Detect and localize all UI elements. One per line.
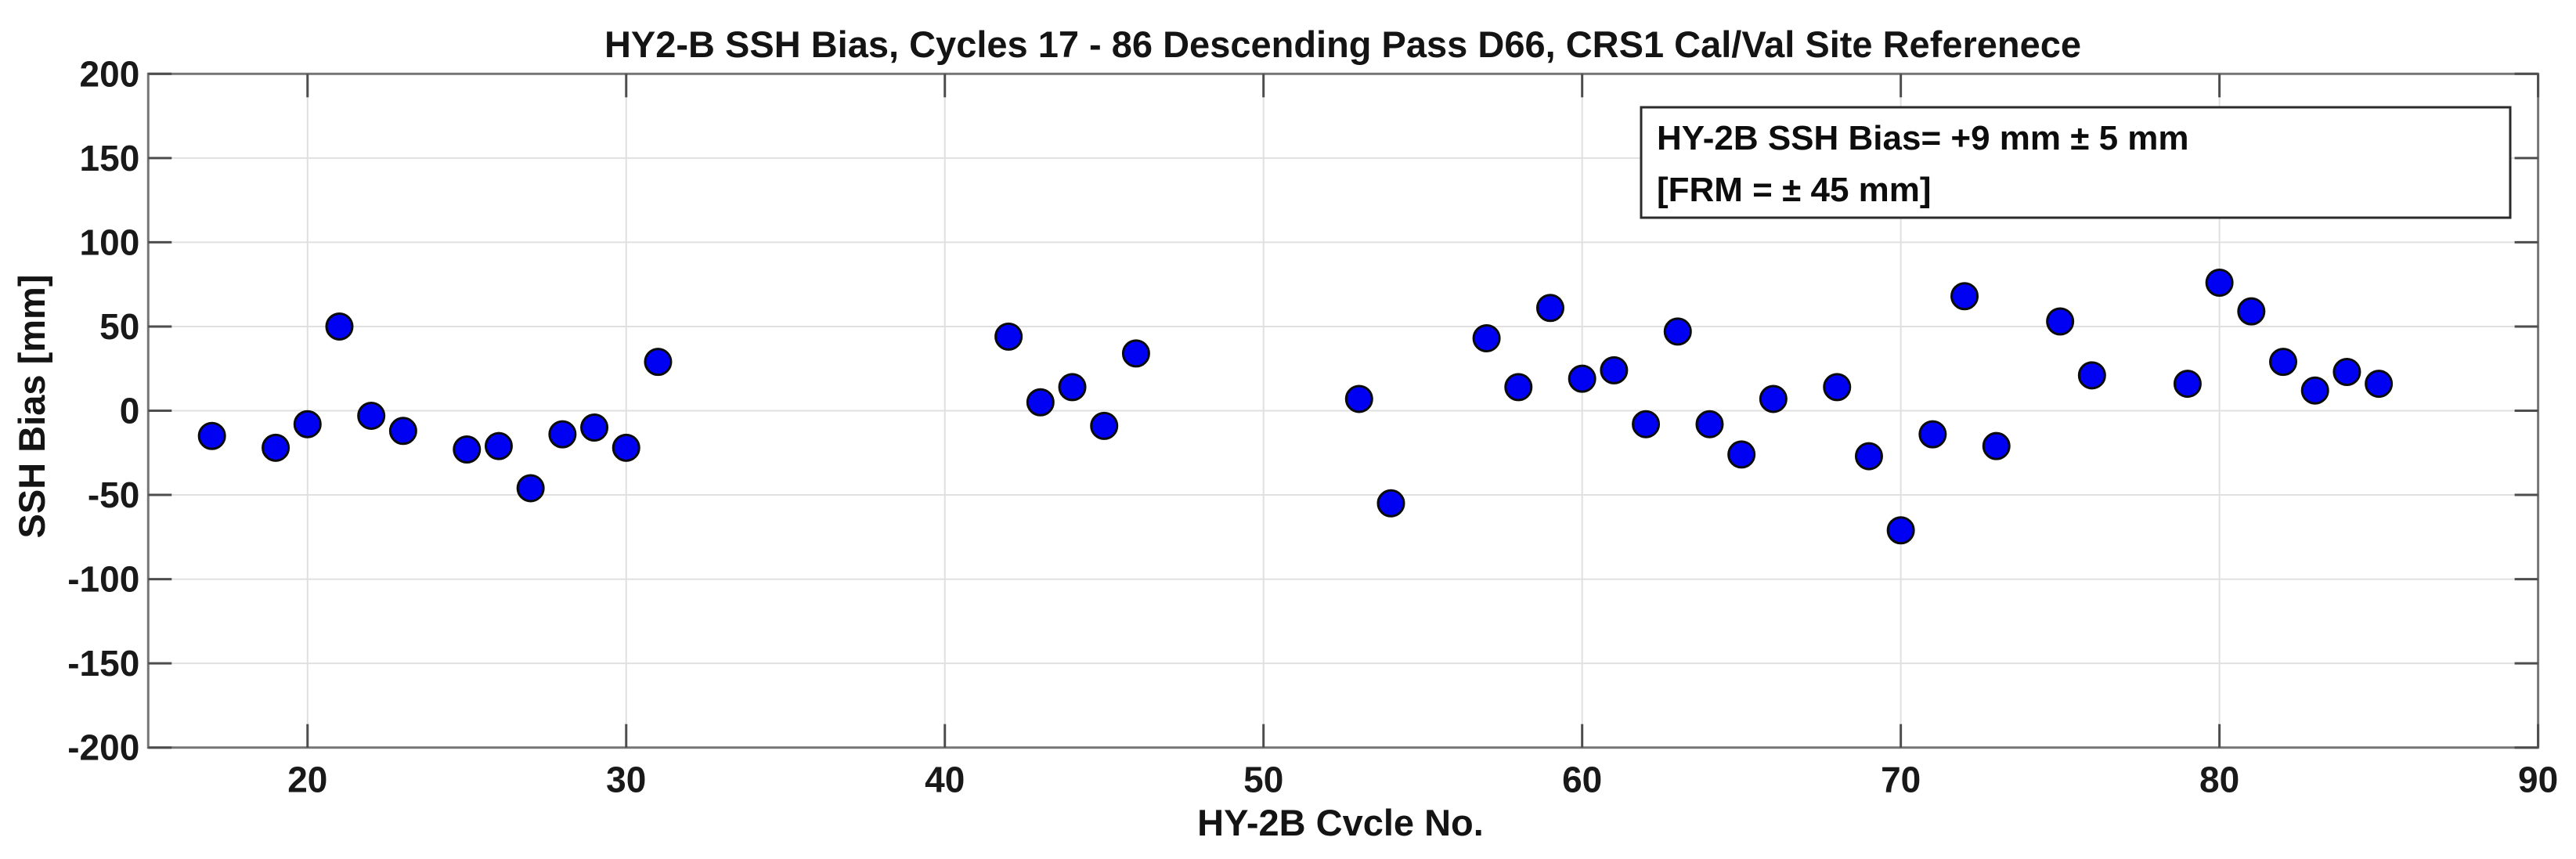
stats-annotation-box: HY-2B SSH Bias= +9 mm ± 5 mm [FRM = ± 45… — [1640, 106, 2512, 219]
y-tick-label: 50 — [99, 306, 139, 347]
data-point — [1121, 339, 1150, 368]
data-point — [1823, 373, 1852, 402]
data-point — [453, 435, 482, 464]
data-point — [1727, 440, 1756, 469]
data-point — [2332, 358, 2361, 387]
data-point — [1504, 373, 1533, 402]
data-point — [1026, 388, 1055, 417]
x-tick-label: 40 — [925, 760, 965, 800]
data-point — [994, 322, 1023, 351]
data-point — [1886, 516, 1915, 545]
annotation-line-2: [FRM = ± 45 mm] — [1657, 171, 1932, 209]
x-tick-label: 30 — [606, 760, 646, 800]
data-point — [1950, 282, 1979, 311]
y-axis-label: SSH Bias [mm] — [11, 275, 52, 539]
data-point — [1918, 420, 1947, 449]
data-point — [1568, 364, 1596, 393]
y-tick-label: 100 — [80, 222, 140, 262]
y-tick-labels: -200 -150 -100 -50 0 50 100 150 200 — [67, 53, 139, 767]
data-point — [2269, 348, 2298, 377]
data-point — [644, 348, 673, 377]
data-point — [293, 410, 322, 439]
data-point — [262, 433, 290, 462]
x-tick-label: 60 — [1562, 760, 1602, 800]
data-point — [1090, 411, 1119, 440]
data-point — [1695, 410, 1724, 439]
data-point — [1854, 442, 1883, 471]
data-point — [548, 420, 577, 449]
y-tick-label: -100 — [67, 559, 139, 600]
annotation-line-1: HY-2B SSH Bias= +9 mm ± 5 mm — [1657, 119, 2189, 157]
x-tick-label: 50 — [1243, 760, 1283, 800]
x-tick-labels: 20 30 40 50 60 70 80 90 — [287, 760, 2558, 800]
data-point — [325, 312, 354, 341]
data-points — [197, 269, 2394, 545]
y-tick-label: 0 — [120, 391, 140, 431]
data-point — [2365, 370, 2394, 399]
data-point — [1600, 356, 1629, 384]
data-point — [1663, 317, 1692, 346]
chart-title: HY2-B SSH Bias, Cycles 17 - 86 Descendin… — [604, 23, 2081, 65]
data-point — [388, 417, 417, 446]
x-axis-label: HY-2B Cvcle No. — [1197, 802, 1484, 843]
x-tick-label: 90 — [2518, 760, 2558, 800]
data-point — [2300, 376, 2329, 405]
data-point — [580, 413, 609, 442]
data-point — [2077, 361, 2106, 390]
data-point — [1535, 294, 1564, 323]
data-point — [1344, 384, 1373, 413]
annotation-box-frame — [1640, 106, 2512, 219]
x-tick-label: 80 — [2199, 760, 2239, 800]
data-point — [612, 433, 640, 462]
data-point — [357, 401, 386, 430]
data-point — [2173, 370, 2202, 399]
data-point — [2046, 307, 2075, 336]
data-point — [1058, 373, 1087, 402]
data-point — [484, 431, 513, 460]
data-point — [1759, 384, 1788, 413]
x-tick-label: 20 — [287, 760, 327, 800]
data-point — [516, 474, 545, 503]
data-point — [2237, 297, 2266, 326]
axis-tick-marks — [148, 72, 2540, 749]
data-point — [1632, 410, 1661, 439]
y-tick-label: -200 — [67, 727, 139, 768]
x-tick-label: 70 — [1881, 760, 1921, 800]
data-point — [2205, 269, 2234, 298]
y-tick-label: 200 — [80, 53, 140, 94]
data-point — [1982, 431, 2011, 460]
y-tick-label: 150 — [80, 138, 140, 179]
data-point — [197, 421, 226, 450]
data-point — [1376, 489, 1405, 518]
data-point — [1472, 324, 1501, 353]
y-tick-label: -150 — [67, 643, 139, 684]
y-tick-label: -50 — [88, 475, 139, 515]
